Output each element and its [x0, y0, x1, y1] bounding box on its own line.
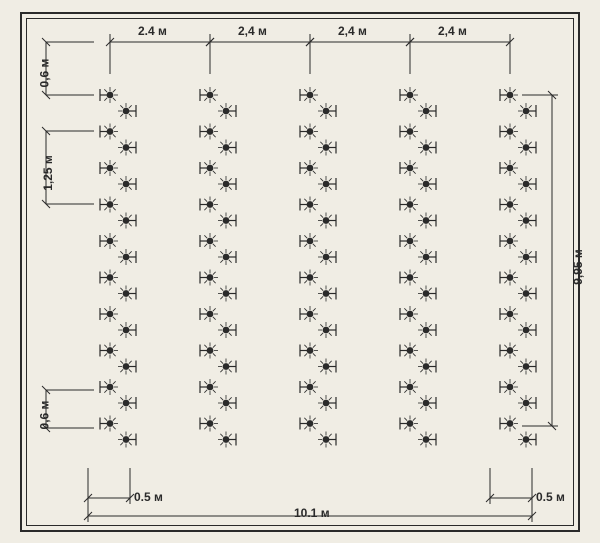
- dim-label-top: 2.4 м: [138, 24, 167, 38]
- dim-label-top: 2,4 м: [238, 24, 267, 38]
- dim-label-top: 2,4 м: [438, 24, 467, 38]
- dim-label-right: 9,95 м: [571, 249, 585, 285]
- dim-label-bottom: 0.5 м: [134, 490, 163, 504]
- dim-label-bottom: 0.5 м: [536, 490, 565, 504]
- diagram-svg: [0, 0, 600, 543]
- dim-label-bottom: 10.1 м: [294, 506, 330, 520]
- dim-label-left: 0,6 м: [37, 59, 51, 88]
- dim-label-left: 0,6 м: [37, 401, 51, 430]
- dim-label-top: 2,4 м: [338, 24, 367, 38]
- dim-label-left: 1,25 м: [41, 155, 55, 191]
